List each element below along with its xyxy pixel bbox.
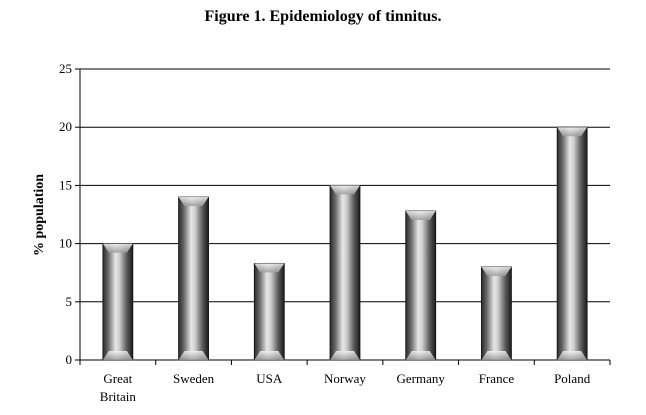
x-tick-label: Germany xyxy=(397,371,446,386)
bar-bottom-bevel xyxy=(102,351,133,360)
y-tick-label: 25 xyxy=(59,61,72,76)
bar xyxy=(253,262,285,361)
labels: 0 5 10 15 20 25 Great Britain Sweden USA Norway Ger… xyxy=(59,61,591,404)
y-tick-label: 20 xyxy=(59,119,72,134)
bar xyxy=(102,243,134,361)
bar xyxy=(329,184,361,361)
bar-top-bevel xyxy=(102,243,133,253)
bar-bottom-bevel xyxy=(557,351,588,360)
bar-top-bevel xyxy=(405,211,436,221)
x-tick-label: Great Britain xyxy=(100,371,137,404)
bar-bottom-bevel xyxy=(330,351,360,360)
bar xyxy=(405,210,437,361)
bar-top-bevel xyxy=(178,197,209,207)
y-tick-label: 10 xyxy=(59,236,72,251)
bar-top-bevel xyxy=(557,127,588,137)
bar-top-bevel xyxy=(330,185,360,195)
bars xyxy=(102,126,588,361)
bar xyxy=(178,196,209,361)
x-tick-label: Poland xyxy=(554,371,591,386)
bar-bottom-bevel xyxy=(178,351,209,360)
y-tick-label: 0 xyxy=(66,352,73,367)
x-tick-label: USA xyxy=(256,371,283,386)
bar-body xyxy=(102,243,134,361)
bar-body xyxy=(329,184,361,361)
x-tick-label: Norway xyxy=(324,371,366,386)
x-tick-label: France xyxy=(479,371,515,386)
bar-top-bevel xyxy=(481,266,512,276)
bar xyxy=(481,266,512,361)
bar xyxy=(556,126,588,361)
bar-bottom-bevel xyxy=(405,351,436,360)
bar-body xyxy=(556,126,588,361)
bar-bottom-bevel xyxy=(254,351,285,360)
bar-body xyxy=(405,210,437,361)
bar-body xyxy=(253,262,285,361)
y-axis-title: % population xyxy=(32,174,47,256)
y-tick-label: 5 xyxy=(66,294,73,309)
chart-title: Figure 1. Epidemiology of tinnitus. xyxy=(204,8,442,25)
bar-body xyxy=(481,266,512,361)
bar-bottom-bevel xyxy=(481,351,512,360)
bar-top-bevel xyxy=(254,263,285,273)
bar-body xyxy=(178,196,209,361)
y-tick-label: 15 xyxy=(59,177,72,192)
x-tick-label: Sweden xyxy=(173,371,215,386)
